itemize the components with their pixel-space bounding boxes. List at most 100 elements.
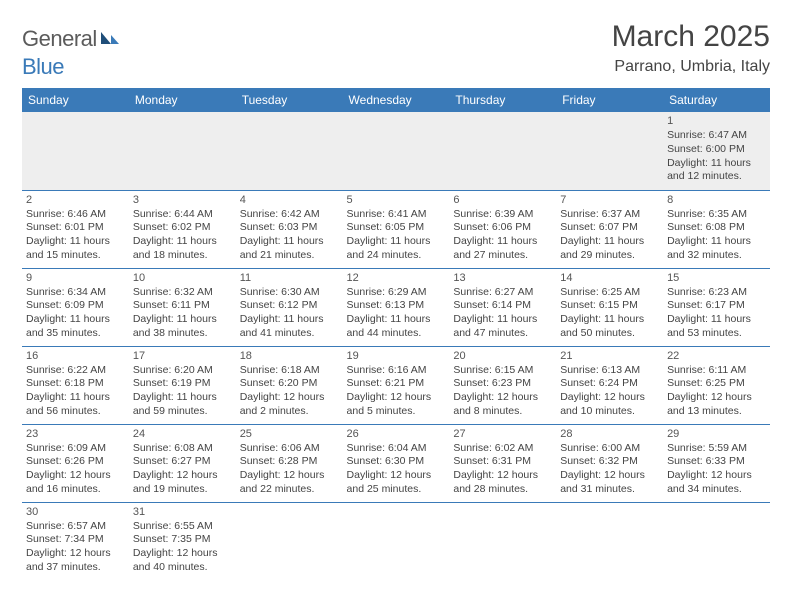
day-number: 3 [133,193,232,207]
daylight-text: and 8 minutes. [453,405,552,419]
daylight-text: and 31 minutes. [560,483,659,497]
sunrise-text: Sunrise: 6:27 AM [453,286,552,300]
daylight-text: Daylight: 11 hours [560,235,659,249]
sunrise-text: Sunrise: 6:55 AM [133,520,232,534]
calendar-cell: 4Sunrise: 6:42 AMSunset: 6:03 PMDaylight… [236,190,343,268]
sunset-text: Sunset: 6:06 PM [453,221,552,235]
daylight-text: and 40 minutes. [133,561,232,575]
day-number: 27 [453,427,552,441]
sunrise-text: Sunrise: 6:06 AM [240,442,339,456]
daylight-text: and 12 minutes. [667,170,766,184]
daylight-text: and 10 minutes. [560,405,659,419]
day-number: 8 [667,193,766,207]
calendar-cell [129,112,236,190]
daylight-text: Daylight: 12 hours [667,391,766,405]
daylight-text: Daylight: 12 hours [26,469,125,483]
sunrise-text: Sunrise: 6:15 AM [453,364,552,378]
calendar-cell: 3Sunrise: 6:44 AMSunset: 6:02 PMDaylight… [129,190,236,268]
calendar-cell: 29Sunrise: 5:59 AMSunset: 6:33 PMDayligh… [663,424,770,502]
weekday-header: Friday [556,88,663,112]
daylight-text: Daylight: 11 hours [347,235,446,249]
weekday-header: Wednesday [343,88,450,112]
calendar-row: 16Sunrise: 6:22 AMSunset: 6:18 PMDayligh… [22,346,770,424]
daylight-text: and 24 minutes. [347,249,446,263]
calendar-cell: 7Sunrise: 6:37 AMSunset: 6:07 PMDaylight… [556,190,663,268]
daylight-text: and 18 minutes. [133,249,232,263]
calendar-cell: 15Sunrise: 6:23 AMSunset: 6:17 PMDayligh… [663,268,770,346]
daylight-text: and 13 minutes. [667,405,766,419]
logo-text: General Blue [22,26,121,80]
sunset-text: Sunset: 6:19 PM [133,377,232,391]
day-number: 2 [26,193,125,207]
title-block: March 2025 Parrano, Umbria, Italy [612,20,770,78]
daylight-text: and 5 minutes. [347,405,446,419]
header: General Blue March 2025 Parrano, Umbria, … [22,20,770,80]
daylight-text: Daylight: 12 hours [560,391,659,405]
day-number: 6 [453,193,552,207]
calendar-cell: 22Sunrise: 6:11 AMSunset: 6:25 PMDayligh… [663,346,770,424]
day-number: 22 [667,349,766,363]
day-number: 4 [240,193,339,207]
calendar-cell: 30Sunrise: 6:57 AMSunset: 7:34 PMDayligh… [22,502,129,580]
sunrise-text: Sunrise: 6:04 AM [347,442,446,456]
sunrise-text: Sunrise: 6:47 AM [667,129,766,143]
sunrise-text: Sunrise: 6:39 AM [453,208,552,222]
sunset-text: Sunset: 6:13 PM [347,299,446,313]
weekday-header: Thursday [449,88,556,112]
sunrise-text: Sunrise: 6:25 AM [560,286,659,300]
calendar-cell: 2Sunrise: 6:46 AMSunset: 6:01 PMDaylight… [22,190,129,268]
sunset-text: Sunset: 6:08 PM [667,221,766,235]
calendar-cell: 21Sunrise: 6:13 AMSunset: 6:24 PMDayligh… [556,346,663,424]
calendar-cell: 16Sunrise: 6:22 AMSunset: 6:18 PMDayligh… [22,346,129,424]
sunset-text: Sunset: 6:26 PM [26,455,125,469]
daylight-text: Daylight: 11 hours [453,313,552,327]
day-number: 31 [133,505,232,519]
calendar-row: 2Sunrise: 6:46 AMSunset: 6:01 PMDaylight… [22,190,770,268]
calendar-cell: 1Sunrise: 6:47 AMSunset: 6:00 PMDaylight… [663,112,770,190]
sunrise-text: Sunrise: 6:13 AM [560,364,659,378]
daylight-text: and 29 minutes. [560,249,659,263]
calendar-cell: 23Sunrise: 6:09 AMSunset: 6:26 PMDayligh… [22,424,129,502]
daylight-text: and 2 minutes. [240,405,339,419]
calendar-cell: 28Sunrise: 6:00 AMSunset: 6:32 PMDayligh… [556,424,663,502]
sunset-text: Sunset: 6:25 PM [667,377,766,391]
daylight-text: Daylight: 11 hours [240,313,339,327]
sunset-text: Sunset: 6:05 PM [347,221,446,235]
sunset-text: Sunset: 6:28 PM [240,455,339,469]
daylight-text: and 32 minutes. [667,249,766,263]
daylight-text: and 59 minutes. [133,405,232,419]
day-number: 15 [667,271,766,285]
calendar-cell: 27Sunrise: 6:02 AMSunset: 6:31 PMDayligh… [449,424,556,502]
day-number: 11 [240,271,339,285]
calendar-cell [343,502,450,580]
day-number: 7 [560,193,659,207]
calendar-cell: 8Sunrise: 6:35 AMSunset: 6:08 PMDaylight… [663,190,770,268]
calendar-cell [449,502,556,580]
logo-word1: General [22,26,97,51]
sunrise-text: Sunrise: 6:18 AM [240,364,339,378]
day-number: 20 [453,349,552,363]
sunset-text: Sunset: 6:14 PM [453,299,552,313]
day-number: 18 [240,349,339,363]
calendar-cell [556,112,663,190]
day-number: 16 [26,349,125,363]
sunset-text: Sunset: 6:02 PM [133,221,232,235]
location-label: Parrano, Umbria, Italy [612,58,770,76]
sunrise-text: Sunrise: 6:00 AM [560,442,659,456]
daylight-text: Daylight: 12 hours [26,547,125,561]
daylight-text: Daylight: 11 hours [667,235,766,249]
calendar-cell: 25Sunrise: 6:06 AMSunset: 6:28 PMDayligh… [236,424,343,502]
logo: General Blue [22,26,121,80]
sunrise-text: Sunrise: 5:59 AM [667,442,766,456]
sunset-text: Sunset: 6:11 PM [133,299,232,313]
daylight-text: and 50 minutes. [560,327,659,341]
daylight-text: and 44 minutes. [347,327,446,341]
sunrise-text: Sunrise: 6:20 AM [133,364,232,378]
sunrise-text: Sunrise: 6:11 AM [667,364,766,378]
sunset-text: Sunset: 6:30 PM [347,455,446,469]
sunrise-text: Sunrise: 6:34 AM [26,286,125,300]
daylight-text: and 25 minutes. [347,483,446,497]
sunrise-text: Sunrise: 6:23 AM [667,286,766,300]
logo-word2: Blue [22,54,64,79]
daylight-text: Daylight: 12 hours [667,469,766,483]
